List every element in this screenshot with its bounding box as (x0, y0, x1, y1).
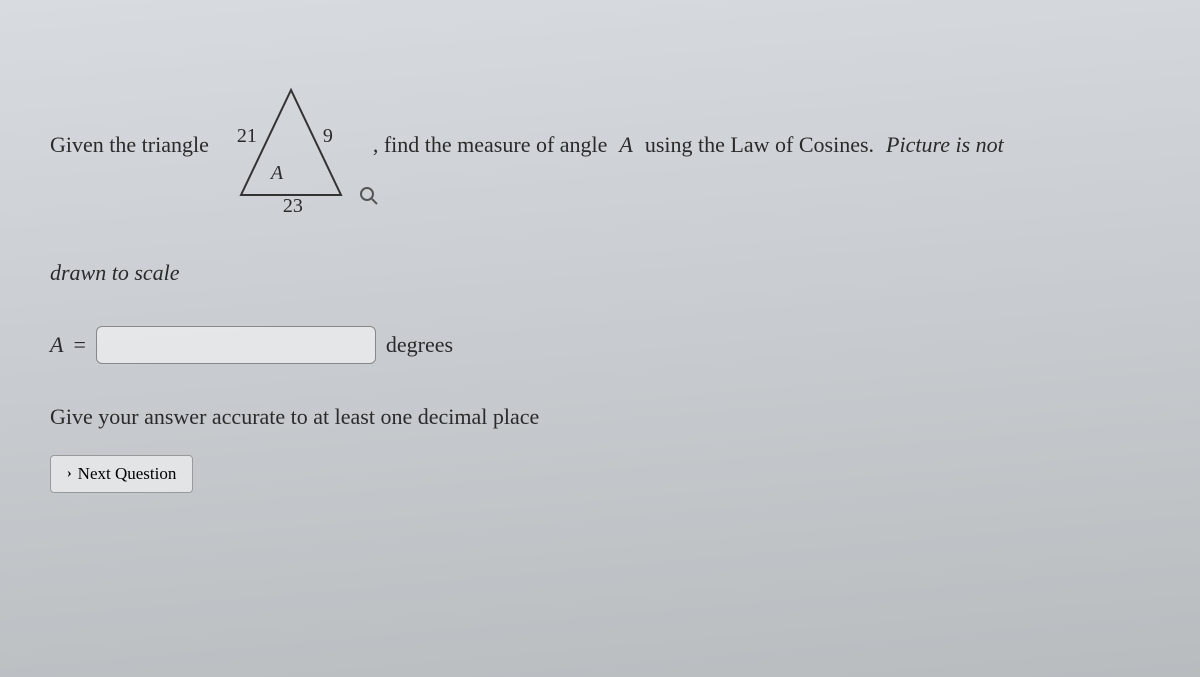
question-line-2: drawn to scale (50, 260, 1150, 286)
chevron-right-icon: › (67, 466, 72, 482)
next-button-label: Next Question (78, 464, 177, 484)
triangle-side-left-label: 21 (237, 125, 257, 148)
unit-label: degrees (386, 332, 453, 358)
triangle-side-bottom-label: 23 (283, 195, 303, 218)
triangle-angle-label: A (271, 162, 283, 185)
answer-row: A = degrees (50, 326, 1150, 364)
note-text: Picture is not (886, 132, 1004, 158)
question-line-1: Given the triangle 21 9 23 A , find the … (50, 80, 1150, 210)
note-continuation: drawn to scale (50, 260, 180, 285)
next-question-button[interactable]: › Next Question (50, 455, 193, 493)
equals-sign: = (73, 332, 85, 358)
after-triangle-text: , find the measure of angle (373, 132, 608, 158)
triangle-side-right-label: 9 (323, 125, 333, 148)
method-text: using the Law of Cosines. (645, 132, 874, 158)
instruction-text: Give your answer accurate to at least on… (50, 404, 1150, 430)
magnify-icon[interactable] (359, 186, 379, 206)
triangle-diagram: 21 9 23 A (221, 80, 361, 210)
intro-text: Given the triangle (50, 132, 209, 158)
answer-input[interactable] (96, 326, 376, 364)
answer-variable: A (50, 332, 63, 358)
angle-variable: A (619, 132, 632, 158)
